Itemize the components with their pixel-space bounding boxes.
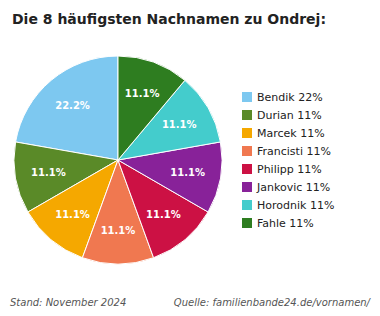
legend-item: Jankovic 11%: [242, 181, 330, 194]
legend-label: Marcek 11%: [257, 127, 325, 140]
footer: Stand: November 2024: [10, 297, 126, 308]
data-label: 11.1%: [55, 209, 90, 220]
legend-item: Marcek 11%: [242, 127, 325, 140]
legend-item: Bendik 22%: [242, 91, 323, 104]
legend-label: Durian 11%: [257, 109, 322, 122]
legend-label: Bendik 22%: [257, 91, 323, 104]
legend-swatch: [242, 164, 252, 174]
legend-label: Francisti 11%: [257, 145, 331, 158]
data-label: 22.2%: [55, 100, 90, 111]
slice: [118, 56, 185, 160]
pie: [14, 56, 222, 264]
legend-item: Francisti 11%: [242, 145, 331, 158]
legend-label: Jankovic 11%: [256, 181, 330, 194]
data-label: 11.1%: [170, 167, 205, 178]
data-label: 11.1%: [31, 167, 66, 178]
legend-item: Philipp 11%: [242, 163, 322, 176]
legend-swatch: [242, 92, 252, 102]
legend-swatch: [242, 146, 252, 156]
data-label: 11.1%: [162, 119, 197, 130]
footer: Quelle: familienbande24.de/vornamen/: [174, 297, 372, 308]
legend-label: Horodnik 11%: [257, 199, 334, 212]
legend-item: Durian 11%: [242, 109, 322, 122]
legend-swatch: [242, 110, 252, 120]
data-label: 11.1%: [101, 225, 136, 236]
legend: Bendik 22% Durian 11% Marcek 11% Francisti …: [242, 91, 334, 230]
legend-swatch: [242, 128, 252, 138]
legend-label: Philipp 11%: [257, 163, 322, 176]
data-label: 11.1%: [146, 209, 181, 220]
legend-swatch: [242, 218, 252, 228]
legend-label: Fahle 11%: [257, 217, 314, 230]
legend-item: Fahle 11%: [242, 217, 314, 230]
legend-swatch: [242, 200, 252, 210]
title: Die 8 häufigsten Nachnamen zu Ondrej:: [12, 11, 326, 27]
data-labels: 22.2% 11.1% 11.1% 11.1% 11.1% 11.1% 11.1% 11.1%: [31, 88, 205, 236]
legend-item: Horodnik 11%: [242, 199, 334, 212]
data-label: 11.1%: [125, 88, 160, 99]
legend-swatch: [242, 182, 252, 192]
chart: Die 8 häufigsten Nachnamen zu Ondrej: 22.…: [0, 0, 380, 316]
